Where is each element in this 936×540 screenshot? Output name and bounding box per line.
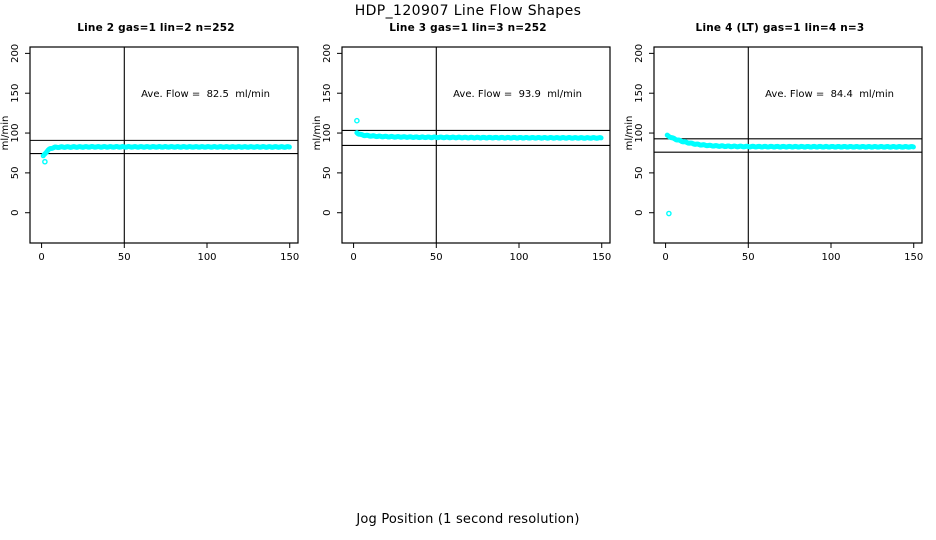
ave-flow-annotation: Ave. Flow = 82.5 ml/min (141, 89, 270, 100)
flow-outlier-point (666, 210, 672, 217)
y-tick-label: 0 (322, 210, 333, 216)
y-tick-label: 200 (322, 44, 333, 63)
panel-title-line-3: Line 3 gas=1 lin=3 n=252 (389, 22, 547, 34)
figure-title: HDP_120907 Line Flow Shapes (354, 3, 582, 19)
y-axis-title: ml/min (0, 116, 11, 151)
plot-box (341, 46, 611, 244)
flow-data-point (286, 144, 292, 150)
flow-outlier-point (42, 158, 48, 165)
x-tick-label: 100 (821, 252, 840, 263)
x-axis-label: Jog Position (1 second resolution) (356, 512, 580, 527)
x-tick-label: 0 (350, 252, 356, 263)
plot-box (29, 46, 299, 244)
y-tick-label: 0 (10, 210, 21, 216)
x-tick-label: 0 (662, 252, 668, 263)
y-tick-label: 50 (322, 167, 333, 180)
x-tick-label: 150 (592, 252, 611, 263)
y-tick-label: 100 (322, 124, 333, 143)
x-tick-label: 100 (509, 252, 528, 263)
y-tick-label: 100 (634, 124, 645, 143)
y-tick-label: 150 (322, 84, 333, 103)
plot-box (653, 46, 923, 244)
x-tick-label: 0 (38, 252, 44, 263)
x-tick-label: 100 (197, 252, 216, 263)
y-tick-label: 150 (634, 84, 645, 103)
panel-line-4: Line 4 (LT) gas=1 lin=4 n=3 0 50 100 150 0 50… (624, 20, 936, 275)
y-tick-label: 150 (10, 84, 21, 103)
x-tick-label: 50 (742, 252, 755, 263)
panel-line-3: Line 3 gas=1 lin=3 n=252 0 50 100 150 0 50 100… (312, 20, 624, 275)
plot-area-line-4: 0 50 100 150 0 50 100 150 200 ml/min Ave. Flow = 8… (624, 44, 923, 263)
plot-area-line-3: 0 50 100 150 0 50 100 150 200 ml/min Ave. Flow = 9… (312, 44, 611, 263)
y-axis-title: ml/min (624, 116, 635, 151)
flow-data-point (910, 144, 916, 150)
plot-area-line-2: 0 50 100 150 0 50 100 150 200 ml/min Ave. Flow = 8… (0, 44, 299, 263)
panel-line-2: Line 2 gas=1 lin=2 n=252 0 50 100 150 0 50 100… (0, 20, 312, 275)
ave-flow-annotation: Ave. Flow = 93.9 ml/min (453, 89, 582, 100)
x-tick-label: 50 (118, 252, 131, 263)
x-tick-label: 150 (280, 252, 299, 263)
panels-row: Line 2 gas=1 lin=2 n=252 0 50 100 150 0 50 100… (0, 20, 936, 275)
ave-flow-annotation: Ave. Flow = 84.4 ml/min (765, 89, 894, 100)
y-tick-label: 50 (634, 167, 645, 180)
y-tick-label: 100 (10, 124, 21, 143)
y-tick-label: 0 (634, 210, 645, 216)
y-axis-title: ml/min (312, 116, 323, 151)
y-tick-label: 200 (634, 44, 645, 63)
x-tick-label: 150 (904, 252, 923, 263)
flow-data-point (598, 135, 604, 141)
y-tick-label: 50 (10, 167, 21, 180)
y-tick-label: 200 (10, 44, 21, 63)
flow-outlier-point (354, 117, 360, 124)
panel-title-line-4: Line 4 (LT) gas=1 lin=4 n=3 (695, 22, 865, 34)
panel-title-line-2: Line 2 gas=1 lin=2 n=252 (77, 22, 235, 34)
x-tick-label: 50 (430, 252, 443, 263)
